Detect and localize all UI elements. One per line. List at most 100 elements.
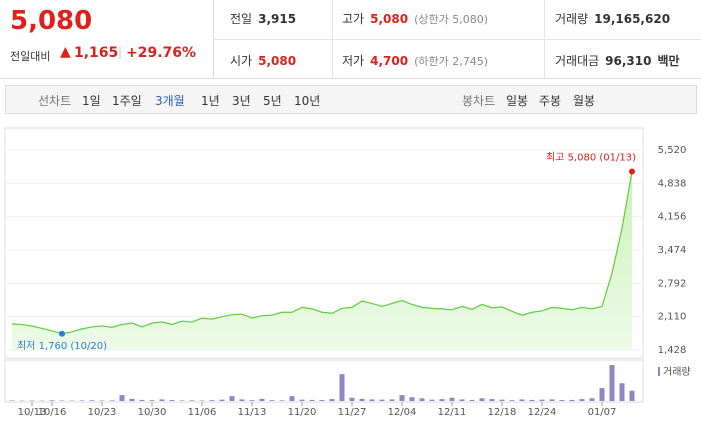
- volume-bar: [219, 399, 225, 401]
- volume-bar: [539, 399, 545, 401]
- tab[interactable]: 5년: [263, 94, 282, 108]
- min-label: 최저 1,760 (10/20): [17, 340, 107, 352]
- volume-bar: [389, 399, 395, 401]
- change: 1,165: [74, 45, 119, 61]
- volume-bar: [559, 400, 565, 401]
- volume-bar: [349, 397, 355, 401]
- y-tick-label: 3,474: [658, 245, 687, 256]
- tab-group-label: 봉차트: [462, 94, 496, 108]
- tab[interactable]: 주봉: [539, 94, 562, 108]
- y-tick-label: 5,520: [658, 145, 687, 156]
- volume-bar: [609, 365, 615, 401]
- tab[interactable]: 3년: [232, 94, 251, 108]
- y-tick-label: 1,428: [658, 345, 687, 356]
- volume-bar: [249, 400, 255, 401]
- stat-label: 고가: [342, 12, 365, 26]
- volume-bar: [619, 383, 625, 401]
- volume-bar: [569, 399, 575, 401]
- x-tick-label: 10/16: [38, 407, 67, 418]
- volume-bar: [499, 399, 505, 401]
- stat: 거래량 19,165,620: [555, 10, 670, 27]
- tab[interactable]: 1일: [82, 94, 101, 108]
- volume-bar: [519, 399, 525, 401]
- stat: 고가 5,080 (상한가 5,080): [342, 10, 488, 27]
- volume-bar: [599, 388, 605, 401]
- volume-bar: [309, 399, 315, 401]
- x-tick-label: 10/23: [88, 407, 117, 418]
- volume-bar: [119, 395, 125, 401]
- x-tick-label: 11/27: [338, 407, 367, 418]
- tab[interactable]: 월봉: [573, 94, 596, 108]
- y-tick-label: 4,838: [658, 178, 687, 189]
- max-label: 최고 5,080 (01/13): [546, 152, 636, 164]
- volume-bar: [139, 399, 145, 401]
- change-pct: +29.76%: [126, 45, 197, 61]
- volume-bar: [489, 399, 495, 401]
- volume-bar: [429, 399, 435, 401]
- volume-bar: [129, 398, 135, 401]
- x-tick-label: 12/04: [388, 407, 417, 418]
- x-tick-label: 12/11: [438, 407, 467, 418]
- stat-value: 5,080: [258, 54, 297, 68]
- volume-bar: [339, 374, 345, 401]
- volume-bar: [379, 399, 385, 401]
- tab[interactable]: 일봉: [506, 94, 529, 108]
- stat-value: 3,915: [258, 12, 297, 26]
- volume-bar: [629, 390, 635, 401]
- volume-bar: [549, 399, 555, 401]
- stat: 거래대금 96,310 백만: [555, 52, 680, 69]
- volume-bar: [49, 400, 55, 401]
- stat-value: 96,310: [605, 54, 652, 68]
- volume-bar: [229, 396, 235, 401]
- volume-bar: [459, 399, 465, 401]
- tab-bar: 선차트 1일 1주일 3개월 1년 3년 5년 10년 봉차트 일봉 주봉 월봉: [5, 85, 697, 114]
- chart: 1,428 2,110 2,792 3,474 4,156 4,838 5,520 10/13…: [4, 127, 691, 418]
- min-dot: [59, 330, 65, 337]
- stat: 전일 3,915: [230, 10, 296, 27]
- volume-bar: [269, 400, 275, 401]
- tab[interactable]: 1년: [201, 94, 220, 108]
- volume-bar: [529, 399, 535, 401]
- stat-note: (상한가 5,080): [414, 13, 488, 26]
- row-divider: [214, 39, 701, 40]
- stat-unit: 백만: [657, 54, 680, 68]
- tab[interactable]: 1주일: [112, 94, 142, 108]
- tab[interactable]: 3개월: [155, 94, 185, 108]
- stat-label: 거래대금: [555, 54, 600, 68]
- volume-bar: [209, 400, 215, 401]
- stat: 저가 4,700 (하한가 2,745): [342, 52, 488, 69]
- volume-bar: [179, 400, 185, 401]
- legend-label: 거래량: [663, 366, 691, 378]
- separator: |: [118, 45, 123, 59]
- volume-bar: [279, 400, 285, 401]
- volume-bar: [79, 400, 85, 401]
- change-label: 전일대비: [10, 50, 51, 63]
- volume-bar: [589, 398, 595, 401]
- volume-bar: [259, 398, 265, 401]
- volume-frame: [4, 359, 644, 403]
- volume-bar: [239, 399, 245, 401]
- volume-bar: [319, 400, 325, 401]
- volume-bar: [409, 397, 415, 401]
- stat-value: 5,080: [370, 12, 409, 26]
- volume-bar: [329, 399, 335, 401]
- plot-frame: [4, 127, 644, 359]
- stat-label: 거래량: [555, 12, 589, 26]
- volume-bar: [479, 398, 485, 401]
- volume-bar: [89, 400, 95, 401]
- max-dot: [629, 168, 635, 175]
- x-tick-label: 10/13: [18, 407, 47, 418]
- volume-bar: [419, 398, 425, 401]
- price-line: [11, 171, 633, 335]
- y-tick-label: 2,110: [658, 312, 687, 323]
- volume-bar: [509, 400, 515, 401]
- x-tick-label: 11/13: [238, 407, 267, 418]
- volume-bar: [109, 400, 115, 401]
- stat-label: 전일: [230, 12, 253, 26]
- tab[interactable]: 10년: [294, 94, 321, 108]
- stat-label: 저가: [342, 54, 365, 68]
- x-tick-label: 12/24: [528, 407, 557, 418]
- x-tick-label: 10/30: [138, 407, 167, 418]
- volume-bar: [399, 395, 405, 401]
- volume-bar: [449, 397, 455, 401]
